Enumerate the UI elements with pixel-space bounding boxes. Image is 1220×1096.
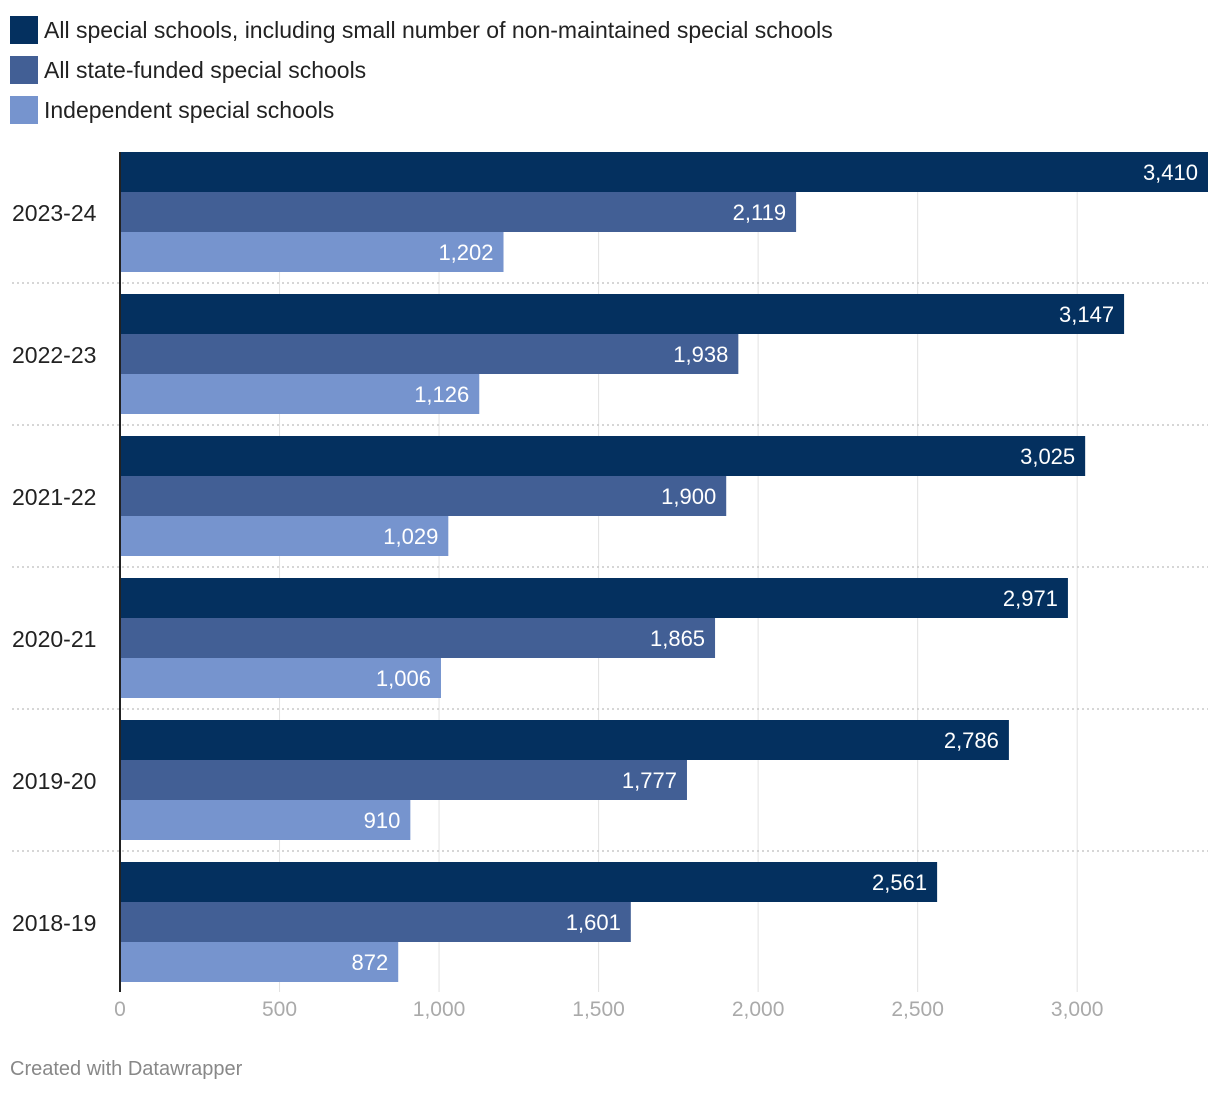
legend-item: All special schools, including small num…	[10, 10, 833, 50]
data-label: 2,561	[872, 870, 927, 895]
data-label: 1,865	[650, 626, 705, 651]
data-label: 3,147	[1059, 302, 1114, 327]
x-tick-label: 0	[114, 998, 126, 1021]
legend-swatch	[10, 16, 38, 44]
legend-swatch	[10, 96, 38, 124]
bar	[120, 618, 716, 658]
data-label: 1,029	[383, 524, 438, 549]
y-category-label: 2019-20	[12, 768, 96, 794]
legend-swatch	[10, 56, 38, 84]
legend: All special schools, including small num…	[10, 10, 833, 130]
bar	[120, 192, 797, 232]
bar	[120, 658, 441, 698]
bar	[120, 942, 399, 982]
bar-chart: 0 500 1,000 1,500 2,000 2,500 3,000 3,410 2,119 1…	[12, 152, 1208, 1021]
data-label: 1,938	[673, 342, 728, 367]
data-label: 1,126	[414, 382, 469, 407]
x-tick-label: 2,500	[891, 998, 944, 1021]
data-label: 1,900	[661, 484, 716, 509]
bar	[120, 516, 449, 556]
y-category-label: 2020-21	[12, 626, 96, 652]
data-label: 1,202	[438, 240, 493, 265]
bar	[120, 902, 631, 942]
data-label: 1,777	[622, 768, 677, 793]
legend-item: All state-funded special schools	[10, 50, 833, 90]
bar	[120, 294, 1125, 334]
bar	[120, 862, 938, 902]
y-category-label: 2021-22	[12, 484, 96, 510]
bar	[120, 476, 727, 516]
legend-label: All special schools, including small num…	[44, 16, 833, 43]
legend-label: Independent special schools	[44, 96, 335, 123]
data-label: 1,601	[566, 910, 621, 935]
data-label: 1,006	[376, 666, 431, 691]
y-category-label: 2018-19	[12, 910, 96, 936]
bar	[120, 334, 739, 374]
data-label: 3,025	[1020, 444, 1075, 469]
bar	[120, 578, 1068, 618]
bar	[120, 436, 1086, 476]
x-tick-label: 1,000	[413, 998, 466, 1021]
footer-credit: Created with Datawrapper	[10, 1058, 243, 1080]
data-label: 2,971	[1003, 586, 1058, 611]
bar	[120, 720, 1009, 760]
y-category-label: 2022-23	[12, 342, 96, 368]
y-category-label: 2023-24	[12, 200, 97, 226]
legend-item: Independent special schools	[10, 90, 833, 130]
bar	[120, 374, 480, 414]
bar	[120, 800, 411, 840]
legend-label: All state-funded special schools	[44, 56, 367, 83]
bar	[120, 152, 1208, 192]
data-label: 910	[364, 808, 401, 833]
data-label: 872	[352, 950, 389, 975]
bar	[120, 232, 504, 272]
x-tick-label: 500	[262, 998, 297, 1021]
data-label: 2,786	[944, 728, 999, 753]
x-tick-label: 2,000	[732, 998, 785, 1021]
data-label: 2,119	[733, 200, 786, 225]
bar	[120, 760, 687, 800]
data-label: 3,410	[1143, 160, 1198, 185]
x-tick-label: 3,000	[1051, 998, 1104, 1021]
x-tick-label: 1,500	[572, 998, 625, 1021]
